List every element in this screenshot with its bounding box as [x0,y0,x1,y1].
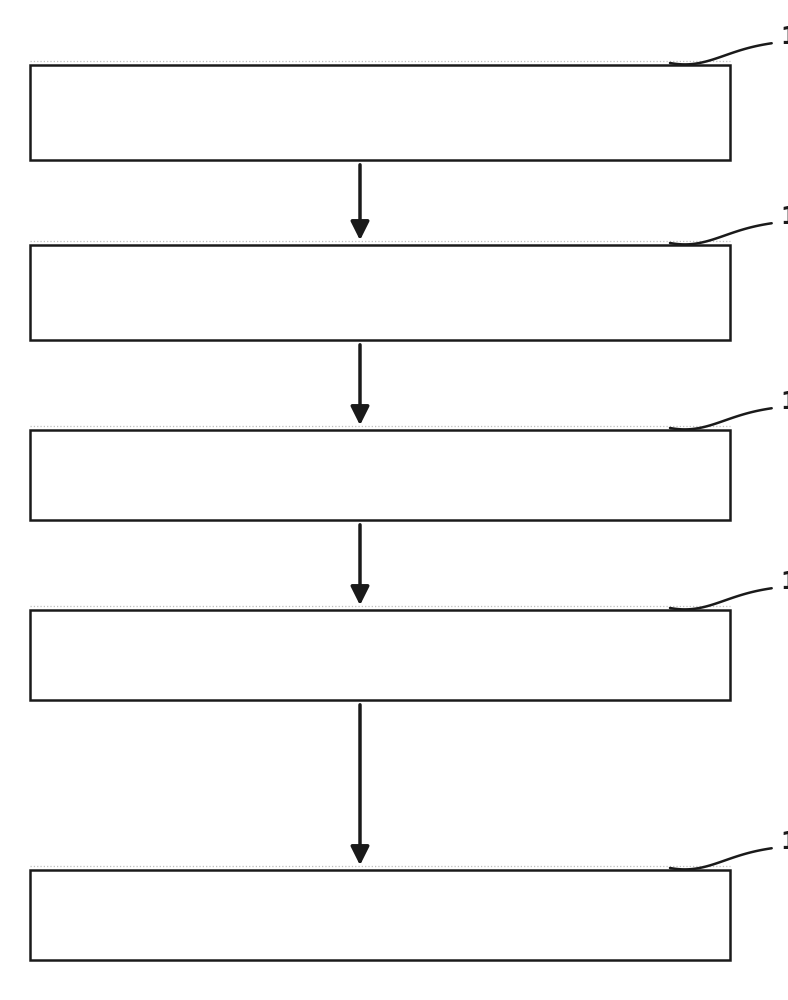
Text: 103: 103 [780,390,788,414]
Bar [30,610,730,700]
Text: 105: 105 [780,830,788,854]
Text: 101: 101 [780,25,788,49]
Bar [30,65,730,160]
Bar [30,245,730,340]
Text: 104: 104 [780,570,788,594]
Bar [30,430,730,520]
Text: 102: 102 [780,205,788,229]
Bar [30,870,730,960]
